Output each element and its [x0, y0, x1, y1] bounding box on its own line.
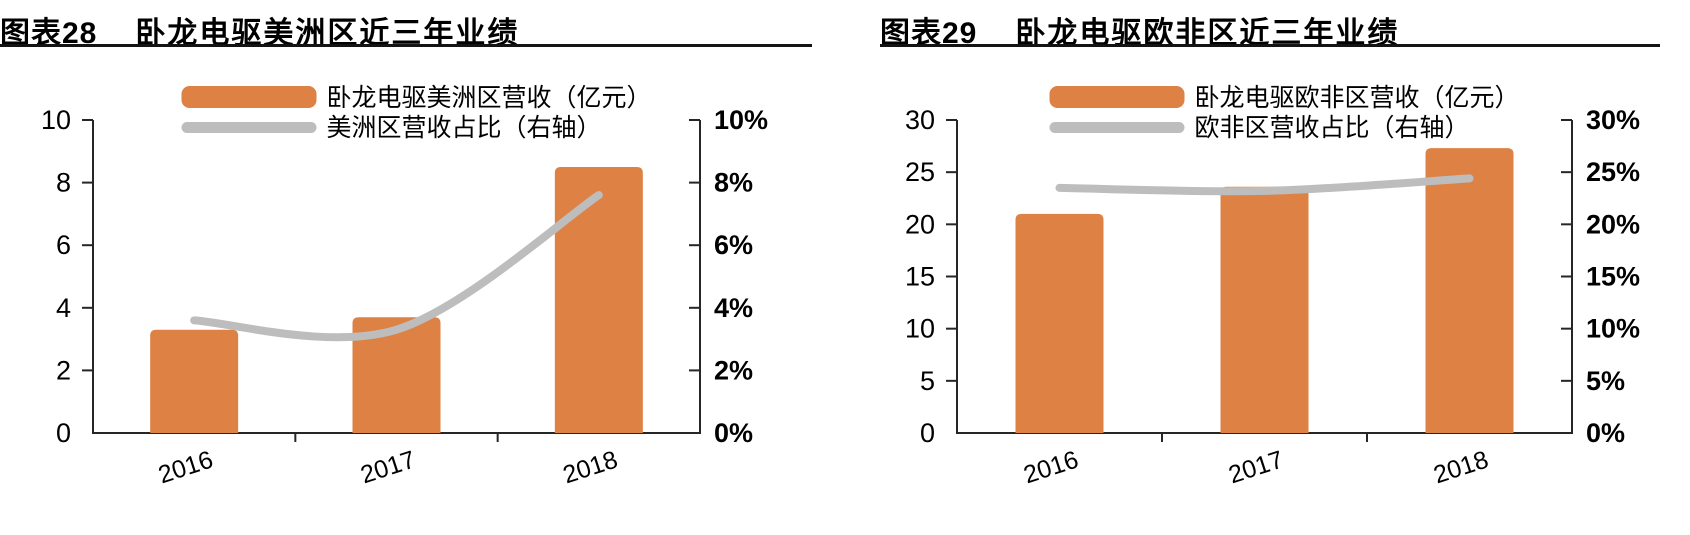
left-axis-label: 5 — [920, 366, 935, 396]
right-axis-label: 2% — [714, 355, 753, 385]
legend-bar-swatch — [181, 86, 317, 108]
left-axis-label: 4 — [56, 293, 71, 323]
x-axis-label: 2017 — [357, 445, 419, 489]
left-axis-label: 10 — [905, 314, 935, 344]
legend-bar-label: 卧龙电驱美洲区营收（亿元） — [327, 84, 652, 112]
left-axis-label: 0 — [920, 418, 935, 448]
figure-29-title-rule — [880, 44, 1660, 47]
bar-2016 — [1015, 213, 1104, 433]
right-axis-label: 10% — [714, 105, 768, 135]
figure-28-header: 图表28 卧龙电驱美洲区近三年业绩 — [0, 0, 845, 58]
left-axis-label: 2 — [56, 355, 71, 385]
legend-bar-swatch — [1049, 86, 1185, 108]
left-axis-label: 20 — [905, 209, 935, 239]
x-axis-label: 2016 — [1020, 445, 1082, 489]
right-axis-label: 6% — [714, 230, 753, 260]
x-axis-label: 2017 — [1225, 445, 1287, 489]
left-axis-label: 0 — [56, 418, 71, 448]
europe-africa-region-chart: 0 5 10 15 20 25 30 0% 5% 10% 15% 20% 25% 30% 2016 2017 2… — [845, 60, 1690, 530]
bar-2017 — [1220, 186, 1309, 433]
legend-bar-label: 卧龙电驱欧非区营收（亿元） — [1195, 84, 1520, 112]
bar-2017 — [352, 317, 441, 433]
figure-29-header: 图表29 卧龙电驱欧非区近三年业绩 — [845, 0, 1690, 58]
x-axis-label: 2018 — [1430, 445, 1492, 489]
right-axis-label: 0% — [1586, 418, 1625, 448]
chart-canvas: 0 2 4 6 8 10 0% 2% 4% 6% 8% 10% 2016 2017 2018 卧龙电驱美洲区营… — [41, 84, 768, 489]
ratio-line-series — [1055, 174, 1474, 196]
figure-28-title-rule — [0, 44, 812, 47]
figure-28: 图表28 卧龙电驱美洲区近三年业绩 0 2 4 6 8 10 0% 2% 4% 6% 8% 10% 201… — [0, 0, 845, 530]
figure-29: 图表29 卧龙电驱欧非区近三年业绩 0 5 10 15 20 25 30 0% 5% 10% 15% 2… — [845, 0, 1690, 530]
bar-2016 — [150, 329, 239, 433]
right-axis-label: 4% — [714, 293, 753, 323]
bar-2018 — [1425, 148, 1514, 434]
left-axis-label: 15 — [905, 262, 935, 292]
right-axis-label: 30% — [1586, 105, 1640, 135]
legend-line-swatch — [1049, 122, 1185, 133]
ratio-line-series — [190, 191, 603, 342]
right-axis-label: 25% — [1586, 157, 1640, 187]
right-axis-label: 5% — [1586, 366, 1625, 396]
right-axis-label: 10% — [1586, 314, 1640, 344]
americas-region-chart: 0 2 4 6 8 10 0% 2% 4% 6% 8% 10% 2016 2017 2018 卧龙电驱美洲区营… — [0, 60, 845, 530]
left-axis-label: 25 — [905, 157, 935, 187]
left-axis-label: 10 — [41, 105, 71, 135]
right-axis-label: 20% — [1586, 209, 1640, 239]
legend-line-label: 美洲区营收占比（右轴） — [327, 114, 602, 142]
left-axis-label: 8 — [56, 168, 71, 198]
left-axis-label: 6 — [56, 230, 71, 260]
x-axis-label: 2018 — [560, 445, 622, 489]
chart-canvas: 0 5 10 15 20 25 30 0% 5% 10% 15% 20% 25% 30% 2016 2017 2… — [905, 84, 1640, 489]
legend-line-swatch — [181, 122, 317, 133]
right-axis-label: 15% — [1586, 262, 1640, 292]
x-axis-label: 2016 — [155, 445, 217, 489]
right-axis-label: 8% — [714, 168, 753, 198]
legend-line-label: 欧非区营收占比（右轴） — [1195, 114, 1470, 142]
left-axis-label: 30 — [905, 105, 935, 135]
bar-2018 — [554, 166, 643, 433]
right-axis-label: 0% — [714, 418, 753, 448]
